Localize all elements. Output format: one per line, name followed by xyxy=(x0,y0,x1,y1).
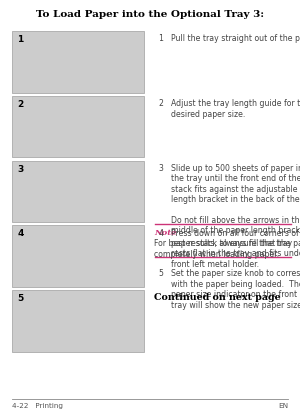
Text: 1: 1 xyxy=(158,34,163,44)
Text: Pull the tray straight out of the printer.: Pull the tray straight out of the printe… xyxy=(171,34,300,44)
Text: Set the paper size knob to correspond
with the paper being loaded.  The
paper si: Set the paper size knob to correspond wi… xyxy=(171,269,300,310)
Text: 4: 4 xyxy=(158,229,163,238)
Text: 4-22   Printing: 4-22 Printing xyxy=(12,403,63,408)
Text: EN: EN xyxy=(278,403,288,408)
Text: 4: 4 xyxy=(17,229,24,239)
Bar xyxy=(12,31,144,93)
Text: 2: 2 xyxy=(17,100,24,109)
Bar xyxy=(12,290,144,352)
Bar xyxy=(12,161,144,222)
Text: 3: 3 xyxy=(17,165,24,174)
Text: 5: 5 xyxy=(158,269,163,278)
Text: Continued on next page: Continued on next page xyxy=(154,293,281,303)
Text: Slide up to 500 sheets of paper into
the tray until the front end of the
stack f: Slide up to 500 sheets of paper into the… xyxy=(171,164,300,235)
Text: 5: 5 xyxy=(17,294,24,303)
Text: To Load Paper into the Optional Tray 3:: To Load Paper into the Optional Tray 3: xyxy=(36,10,264,20)
Text: For best results, always fill the tray
completely when loading paper.: For best results, always fill the tray c… xyxy=(154,239,292,259)
Bar xyxy=(12,96,144,157)
Bar xyxy=(12,225,144,287)
Text: 1: 1 xyxy=(17,35,24,44)
Text: Adjust the tray length guide for the
desired paper size.: Adjust the tray length guide for the des… xyxy=(171,99,300,119)
Text: 2: 2 xyxy=(158,99,163,108)
Text: Press down on all four corners of the
paper stack to ensure that the paper
rests: Press down on all four corners of the pa… xyxy=(171,229,300,269)
Text: Note: Note xyxy=(154,229,177,237)
Text: 3: 3 xyxy=(158,164,163,173)
